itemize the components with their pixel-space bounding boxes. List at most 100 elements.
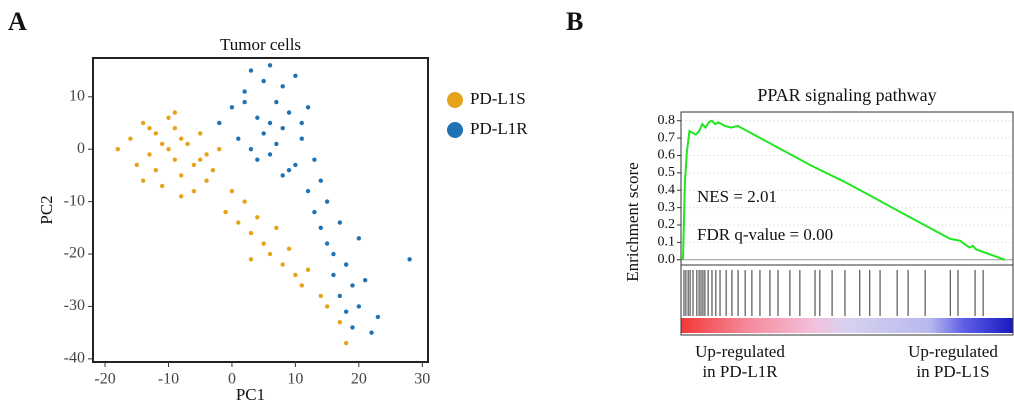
point bbox=[356, 304, 362, 309]
point bbox=[172, 157, 178, 162]
point bbox=[343, 340, 349, 346]
point bbox=[185, 141, 190, 147]
y-tick-label: 0.6 bbox=[658, 148, 676, 163]
legend-label: PD-L1R bbox=[470, 119, 528, 138]
point bbox=[299, 136, 304, 141]
point bbox=[153, 167, 159, 173]
y-tick-label: 0.3 bbox=[658, 200, 676, 215]
point bbox=[248, 147, 254, 152]
point bbox=[178, 173, 184, 178]
legend-marker bbox=[447, 92, 463, 108]
point bbox=[318, 178, 323, 183]
right-label: Up-regulated bbox=[908, 342, 998, 361]
point bbox=[242, 89, 247, 94]
y-tick-label: 0 bbox=[77, 140, 85, 157]
point bbox=[223, 209, 228, 215]
point bbox=[305, 188, 311, 194]
panel-label: B bbox=[566, 7, 583, 36]
point bbox=[166, 115, 171, 120]
plot-frame bbox=[680, 111, 1014, 336]
legend-marker bbox=[447, 122, 463, 138]
y-tick-label: -40 bbox=[64, 350, 85, 367]
legend-label: PD-L1S bbox=[470, 89, 526, 108]
point bbox=[324, 241, 330, 246]
point bbox=[191, 188, 197, 194]
point bbox=[337, 220, 343, 225]
left-label: Up-regulated bbox=[695, 342, 785, 361]
y-tick-label: 0.8 bbox=[658, 113, 676, 128]
point bbox=[178, 136, 184, 141]
point bbox=[166, 147, 171, 152]
point bbox=[248, 257, 254, 262]
point bbox=[236, 220, 241, 225]
point bbox=[267, 120, 273, 126]
point bbox=[128, 136, 133, 141]
point bbox=[217, 120, 222, 126]
y-axis-label: PC2 bbox=[37, 195, 56, 224]
point bbox=[267, 251, 273, 257]
point bbox=[299, 120, 304, 126]
point bbox=[229, 105, 235, 110]
point bbox=[198, 131, 203, 136]
point bbox=[337, 293, 343, 299]
point bbox=[236, 136, 241, 141]
point bbox=[362, 278, 368, 283]
point bbox=[261, 241, 266, 246]
point bbox=[255, 215, 260, 220]
point bbox=[280, 84, 285, 89]
point bbox=[286, 110, 292, 115]
left-label: in PD-L1R bbox=[702, 362, 778, 381]
point bbox=[147, 152, 152, 157]
point bbox=[343, 309, 349, 314]
plot-frame bbox=[92, 57, 429, 363]
panel-label: A bbox=[8, 7, 27, 36]
point bbox=[140, 178, 146, 183]
point bbox=[356, 236, 362, 241]
point bbox=[134, 162, 139, 168]
point bbox=[217, 147, 222, 152]
y-tick-label: -10 bbox=[64, 192, 85, 209]
rank-color-bar bbox=[681, 318, 1013, 333]
y-tick-label: -30 bbox=[64, 297, 85, 314]
point bbox=[274, 141, 279, 147]
point bbox=[318, 293, 323, 299]
point bbox=[267, 152, 273, 157]
point bbox=[261, 131, 266, 136]
point bbox=[375, 314, 381, 320]
y-tick-label: 0.4 bbox=[658, 182, 676, 197]
point bbox=[178, 194, 184, 199]
point bbox=[242, 199, 247, 204]
x-tick-label: 20 bbox=[351, 371, 367, 388]
point bbox=[198, 157, 203, 162]
point bbox=[369, 330, 374, 335]
x-tick-label: -10 bbox=[158, 371, 179, 388]
point bbox=[343, 262, 349, 267]
point bbox=[229, 188, 235, 194]
chart-title: Tumor cells bbox=[220, 35, 301, 54]
point bbox=[324, 304, 330, 309]
x-tick-label: 0 bbox=[228, 371, 236, 388]
point bbox=[280, 173, 285, 178]
x-tick-label: -20 bbox=[94, 371, 115, 388]
point bbox=[159, 183, 165, 189]
point bbox=[293, 73, 298, 79]
point bbox=[299, 283, 304, 288]
point bbox=[248, 230, 254, 236]
y-tick-label: 0.1 bbox=[658, 235, 676, 250]
point bbox=[331, 272, 336, 278]
point bbox=[274, 99, 279, 105]
point bbox=[242, 99, 247, 105]
point bbox=[153, 131, 159, 136]
point bbox=[210, 167, 216, 173]
point bbox=[261, 78, 266, 84]
x-tick-label: 30 bbox=[414, 371, 430, 388]
point bbox=[312, 209, 317, 215]
point bbox=[350, 283, 355, 288]
point bbox=[293, 162, 298, 168]
x-tick-label: 10 bbox=[287, 371, 303, 388]
point bbox=[331, 251, 336, 257]
y-tick-label: 0.7 bbox=[658, 130, 676, 145]
y-tick-label: -20 bbox=[64, 245, 85, 262]
